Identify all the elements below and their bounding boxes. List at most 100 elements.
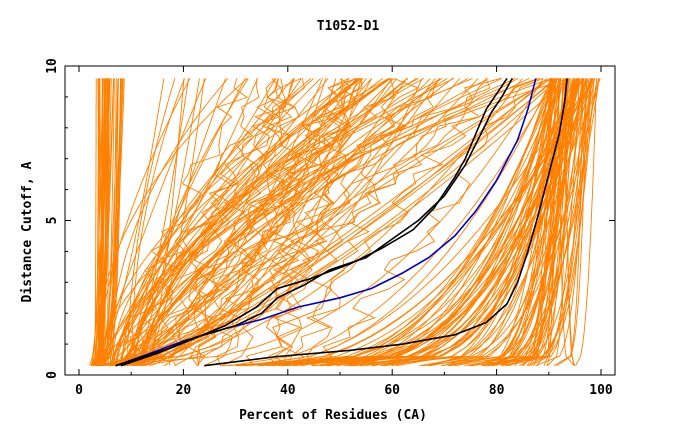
y-tick-label: 10 bbox=[45, 58, 60, 74]
model-curve bbox=[286, 77, 420, 366]
model-curve bbox=[575, 78, 597, 366]
highlighted-curve-4 bbox=[204, 78, 568, 367]
model-curve bbox=[96, 78, 191, 366]
model-curve bbox=[102, 77, 503, 366]
model-curve bbox=[263, 78, 305, 367]
model-curve bbox=[268, 78, 302, 366]
model-curve bbox=[132, 78, 249, 366]
x-axis-ticks: 0 20 40 60 80 100 bbox=[75, 66, 613, 398]
x-tick-label: 60 bbox=[384, 383, 400, 398]
model-curve bbox=[135, 78, 409, 366]
model-curve bbox=[245, 78, 356, 366]
model-curve bbox=[472, 78, 560, 367]
model-curve bbox=[380, 78, 596, 367]
model-curve bbox=[167, 78, 362, 366]
model-curve bbox=[505, 78, 584, 367]
model-curve bbox=[174, 78, 417, 367]
model-curve bbox=[500, 78, 587, 367]
y-tick-label: 5 bbox=[45, 217, 60, 225]
model-curve bbox=[293, 78, 558, 367]
model-curve bbox=[131, 78, 185, 366]
x-axis-label: Percent of Residues (CA) bbox=[239, 408, 427, 423]
model-curve bbox=[196, 78, 469, 366]
highlighted-curve-2 bbox=[120, 78, 513, 367]
model-curve bbox=[301, 78, 584, 367]
model-curve bbox=[120, 78, 246, 366]
model-curve bbox=[140, 77, 516, 366]
model-curve bbox=[124, 78, 442, 366]
model-curve bbox=[350, 78, 588, 367]
model-curve bbox=[235, 78, 580, 367]
model-curve bbox=[481, 78, 596, 367]
model-curve bbox=[316, 78, 562, 367]
model-curve bbox=[136, 78, 302, 366]
model-curve bbox=[102, 78, 337, 367]
model-curve bbox=[220, 78, 587, 367]
model-curve bbox=[521, 78, 569, 367]
model-curve bbox=[306, 78, 352, 366]
model-curve bbox=[336, 78, 560, 367]
model-curve bbox=[99, 78, 356, 366]
model-curve bbox=[229, 78, 556, 367]
model-curve bbox=[115, 78, 329, 366]
background-model-curves bbox=[89, 77, 601, 367]
model-curve bbox=[278, 78, 580, 367]
model-curve bbox=[123, 78, 489, 366]
model-curve bbox=[97, 78, 373, 367]
highlighted-curve-3 bbox=[115, 77, 508, 367]
model-curve bbox=[285, 78, 552, 367]
model-curve bbox=[104, 78, 110, 366]
model-curve bbox=[132, 78, 284, 367]
model-curve bbox=[221, 78, 519, 367]
model-curve bbox=[371, 78, 578, 367]
model-curve bbox=[190, 78, 344, 366]
model-curve bbox=[94, 78, 100, 366]
model-curve bbox=[103, 78, 115, 366]
model-curve bbox=[327, 78, 556, 367]
x-tick-label: 0 bbox=[75, 383, 83, 398]
model-curve bbox=[127, 78, 176, 366]
model-curve bbox=[135, 78, 461, 367]
model-curve bbox=[95, 78, 248, 366]
model-curve bbox=[396, 78, 577, 367]
x-tick-label: 20 bbox=[176, 383, 192, 398]
model-curve bbox=[146, 78, 185, 366]
model-curve bbox=[360, 78, 584, 367]
model-curve bbox=[95, 78, 165, 366]
model-curve bbox=[486, 78, 591, 367]
model-curve bbox=[92, 78, 109, 367]
model-curve bbox=[547, 78, 569, 367]
model-curve bbox=[134, 77, 569, 366]
y-axis-label: Distance Cutoff, A bbox=[20, 161, 35, 302]
model-curve bbox=[391, 78, 560, 367]
model-curve bbox=[118, 78, 395, 366]
model-curve bbox=[115, 78, 488, 367]
model-curve bbox=[107, 78, 295, 366]
x-tick-label: 100 bbox=[589, 383, 613, 398]
model-curve bbox=[149, 77, 540, 366]
model-curve bbox=[120, 77, 552, 366]
model-curve bbox=[281, 78, 556, 367]
model-curve bbox=[272, 78, 558, 367]
y-tick-label: 0 bbox=[45, 371, 60, 379]
x-tick-label: 40 bbox=[280, 383, 296, 398]
model-curve bbox=[228, 78, 593, 367]
model-curve bbox=[120, 78, 327, 367]
x-tick-label: 80 bbox=[489, 383, 505, 398]
model-curve bbox=[144, 78, 551, 367]
model-curve bbox=[249, 78, 583, 367]
chart-title: T1052-D1 bbox=[317, 19, 380, 34]
model-curve bbox=[553, 78, 584, 367]
y-axis-ticks: 0 5 10 bbox=[45, 58, 615, 379]
model-curve bbox=[111, 78, 390, 366]
model-curve bbox=[98, 78, 119, 367]
model-curve bbox=[116, 78, 305, 367]
model-curve bbox=[447, 78, 571, 367]
model-curve bbox=[354, 78, 551, 367]
model-curve bbox=[101, 78, 123, 367]
model-curve bbox=[501, 78, 598, 367]
model-curve bbox=[132, 78, 548, 367]
model-curve bbox=[192, 78, 260, 366]
model-curve bbox=[163, 78, 363, 367]
